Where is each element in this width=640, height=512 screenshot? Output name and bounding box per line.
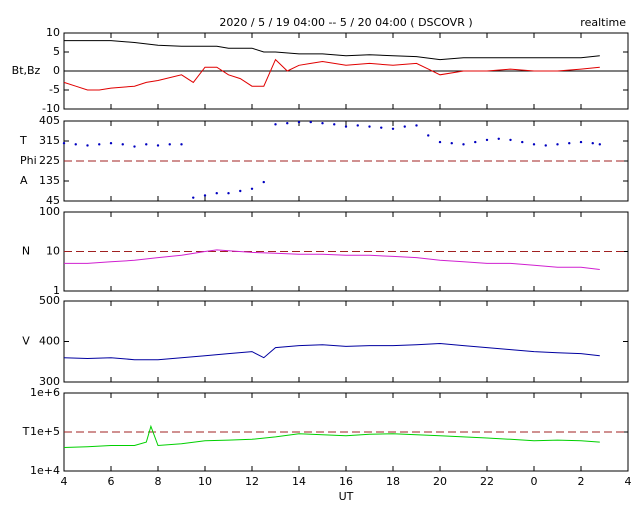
data-point (239, 189, 242, 193)
data-point (250, 187, 254, 190)
data-point (333, 123, 336, 126)
series-line (63, 424, 600, 448)
series-line (64, 249, 600, 270)
data-point (368, 125, 371, 128)
y-axis-label: A (20, 174, 28, 187)
chart-title: 2020 / 5 / 19 04:00 -- 5 / 20 04:00 ( DS… (219, 16, 472, 29)
data-point (556, 143, 559, 146)
data-point (121, 143, 124, 146)
data-point (598, 143, 601, 146)
y-tick-label: 10 (46, 26, 60, 39)
y-tick-label: 1e+4 (30, 464, 60, 477)
y-tick-label: 100 (39, 205, 60, 218)
y-tick-label: 500 (39, 294, 60, 307)
y-tick-label: 1e+5 (30, 425, 60, 438)
x-tick-label: 20 (433, 475, 447, 488)
y-tick-label: -10 (42, 102, 60, 115)
y-axis-label: T (22, 425, 30, 438)
y-axis-label: T (19, 134, 27, 147)
y-tick-label: 10 (46, 245, 60, 258)
x-tick-label: 18 (386, 475, 400, 488)
data-point (591, 142, 594, 145)
data-point (297, 120, 301, 124)
data-point (192, 196, 195, 199)
series-line (64, 40, 600, 61)
x-tick-label: 16 (339, 475, 353, 488)
data-point (544, 144, 547, 147)
data-point (579, 140, 583, 144)
series-line (63, 342, 600, 361)
plot-frame (63, 300, 629, 383)
data-point (391, 127, 395, 130)
data-point (497, 137, 500, 140)
data-point (462, 143, 465, 146)
data-point (568, 142, 571, 145)
y-tick-label: 45 (46, 194, 60, 207)
y-tick-label: 0 (53, 64, 60, 77)
data-point (309, 120, 312, 124)
data-point (98, 143, 101, 146)
data-point (356, 124, 359, 127)
series-line (63, 58, 600, 91)
data-point (344, 125, 348, 128)
x-tick-label: 6 (108, 475, 115, 488)
x-tick-label: 10 (198, 475, 212, 488)
data-point (180, 143, 183, 146)
y-tick-label: 300 (39, 375, 60, 388)
y-tick-label: 5 (53, 45, 60, 58)
y-tick-label: 315 (39, 134, 60, 147)
y-axis-label: Phi (20, 154, 37, 167)
data-point (262, 180, 265, 184)
data-point (321, 122, 324, 125)
y-tick-label: 135 (39, 174, 60, 187)
data-point (286, 122, 289, 125)
data-point (521, 140, 524, 144)
y-tick-label: 400 (39, 335, 60, 348)
x-tick-label: 8 (155, 475, 162, 488)
data-point (532, 143, 536, 146)
x-tick-label: 4 (61, 475, 68, 488)
y-tick-label: 405 (39, 114, 60, 127)
y-tick-label: 1e+6 (30, 386, 60, 399)
x-tick-label: 4 (625, 475, 632, 488)
data-point (403, 125, 406, 128)
data-point (427, 134, 430, 137)
y-axis-label: N (22, 245, 30, 258)
x-tick-label: 12 (245, 475, 259, 488)
y-axis-label: Bt,Bz (12, 64, 41, 77)
data-point (109, 142, 113, 145)
x-tick-label: 14 (292, 475, 306, 488)
data-point (274, 123, 277, 126)
data-point (86, 144, 89, 147)
x-tick-label: 22 (480, 475, 494, 488)
data-point (215, 192, 218, 195)
data-point (74, 143, 77, 146)
x-axis-label: UT (339, 490, 354, 503)
data-point (509, 138, 512, 142)
data-point (156, 144, 160, 147)
annotation: realtime (580, 16, 626, 29)
y-tick-label: 1 (53, 284, 60, 297)
y-tick-label: -5 (49, 83, 60, 96)
x-tick-label: 0 (531, 475, 538, 488)
data-point (133, 145, 136, 148)
data-point (474, 140, 477, 144)
data-point (485, 138, 489, 142)
data-point (227, 192, 230, 195)
data-point (415, 124, 418, 127)
data-point (168, 143, 171, 146)
data-point (450, 142, 453, 145)
data-point (203, 194, 207, 197)
data-point (62, 142, 66, 145)
y-axis-label: V (22, 335, 30, 348)
data-point (380, 126, 383, 129)
data-point (145, 143, 148, 146)
data-point (438, 140, 442, 144)
x-tick-label: 2 (578, 475, 585, 488)
y-tick-label: 225 (39, 154, 60, 167)
